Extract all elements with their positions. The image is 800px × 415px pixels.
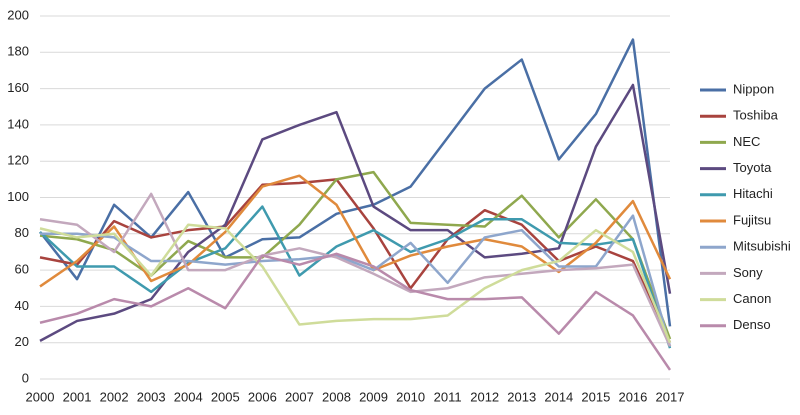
x-tick-label: 2007 — [285, 389, 314, 404]
y-tick-label: 120 — [7, 153, 29, 168]
series-line — [39, 178, 672, 344]
x-tick-label: 2011 — [434, 389, 462, 404]
y-tick-label: 180 — [7, 44, 29, 59]
y-tick-label: 200 — [7, 7, 29, 22]
legend-label: Nippon — [733, 81, 774, 96]
series-line — [39, 252, 672, 371]
y-tick-label: 100 — [7, 189, 29, 204]
series-line — [39, 205, 672, 349]
legend-label: Sony — [733, 265, 763, 280]
legend-label: Toshiba — [733, 108, 779, 123]
series-line — [39, 38, 672, 327]
y-tick-label: 160 — [7, 80, 29, 95]
y-tick-label: 140 — [7, 116, 29, 131]
legend-label: NEC — [733, 134, 760, 149]
legend-label: Mitsubishi — [733, 239, 791, 254]
x-tick-label: 2009 — [359, 389, 388, 404]
x-tick-label: 2017 — [656, 389, 685, 404]
legend-label: Hitachi — [733, 186, 773, 201]
series-line — [39, 223, 672, 344]
y-tick-label: 60 — [15, 262, 29, 277]
legend-label: Canon — [733, 291, 771, 306]
series-line — [39, 83, 672, 342]
x-tick-label: 2012 — [470, 389, 499, 404]
y-tick-label: 80 — [15, 225, 29, 240]
legend-label: Toyota — [733, 160, 772, 175]
legend-label: Denso — [733, 317, 771, 332]
x-tick-label: 2000 — [26, 389, 55, 404]
x-tick-label: 2008 — [322, 389, 351, 404]
y-tick-label: 40 — [15, 298, 29, 313]
x-tick-label: 2001 — [63, 389, 92, 404]
x-tick-label: 2013 — [507, 389, 536, 404]
x-tick-label: 2016 — [618, 389, 647, 404]
x-tick-label: 2003 — [137, 389, 166, 404]
x-tick-label: 2006 — [248, 389, 277, 404]
x-tick-label: 2005 — [211, 389, 240, 404]
y-tick-label: 0 — [22, 370, 29, 385]
series-line — [40, 214, 672, 347]
y-tick-label: 20 — [15, 334, 29, 349]
x-tick-label: 2004 — [174, 389, 203, 404]
legend-label: Fujitsu — [733, 212, 771, 227]
x-tick-label: 2015 — [581, 389, 610, 404]
series-line — [39, 192, 672, 347]
x-tick-label: 2014 — [544, 389, 573, 404]
x-tick-label: 2010 — [396, 389, 425, 404]
x-tick-label: 2002 — [100, 389, 129, 404]
